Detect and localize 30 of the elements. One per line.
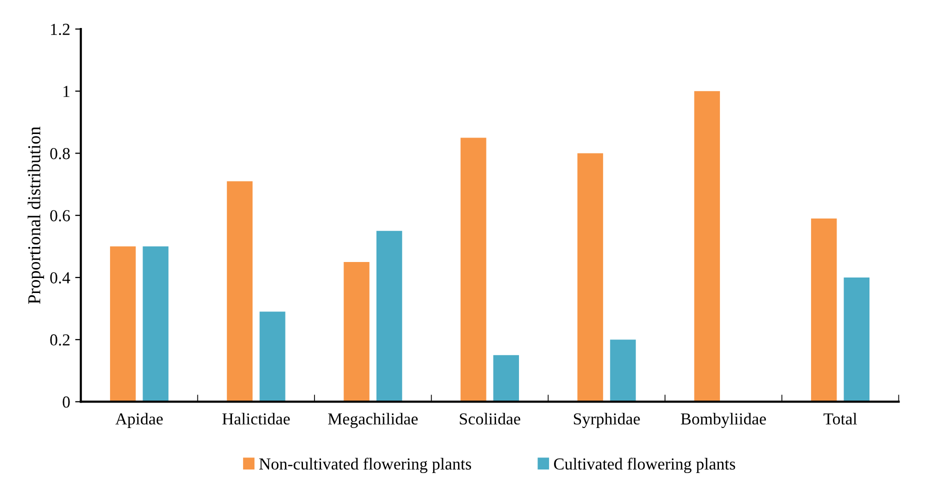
legend-label: Non-cultivated flowering plants <box>259 458 472 474</box>
y-tick-label: 1 <box>64 86 70 97</box>
y-tick-label: 1.2 <box>51 24 70 36</box>
x-tick-label: Syrphidae <box>574 412 640 428</box>
bar <box>493 355 519 402</box>
x-tick-label: Total <box>824 412 857 425</box>
y-axis-title: Proportional distribution <box>28 126 44 304</box>
bar <box>577 153 604 402</box>
bar <box>694 91 720 402</box>
x-tick-label: Apidae <box>115 412 163 428</box>
x-tick-label: Scoliidae <box>460 412 520 425</box>
bar <box>226 181 253 402</box>
bar <box>844 277 870 402</box>
y-tick-label: 0.8 <box>50 148 70 160</box>
y-tick-label: 0.2 <box>50 334 70 346</box>
bar <box>460 138 486 402</box>
bar <box>610 340 636 402</box>
legend-label: Cultivated flowering plants <box>554 458 736 474</box>
y-tick-label: 0.4 <box>50 272 70 284</box>
y-tick-label: 0.6 <box>50 210 70 222</box>
bar <box>260 312 286 402</box>
bar <box>110 246 136 402</box>
y-tick-label: 0 <box>62 396 70 408</box>
bar <box>376 230 402 402</box>
bar <box>811 218 837 402</box>
x-tick-label: Megachilidae <box>328 412 418 428</box>
bar <box>344 262 370 402</box>
x-tick-label: Bombyliidae <box>680 412 766 428</box>
x-tick-label: Halictidae <box>222 412 290 425</box>
bar <box>142 246 168 402</box>
